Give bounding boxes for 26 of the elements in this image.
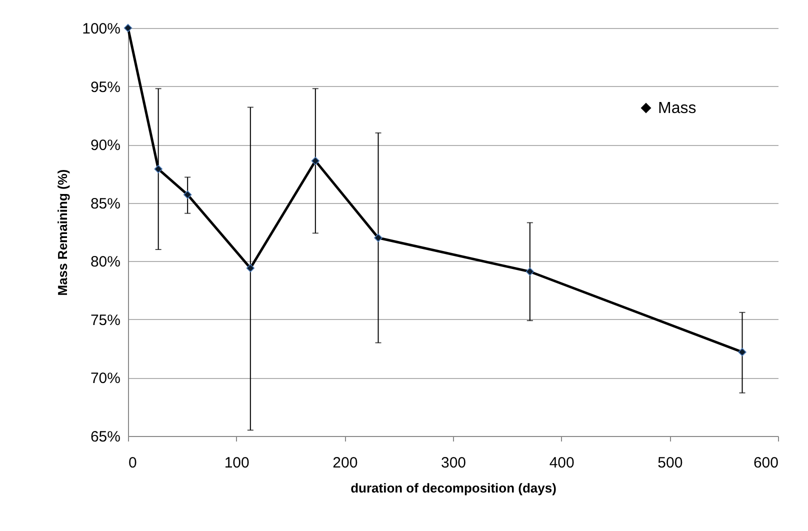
point [183,190,192,199]
x-tick-label: 300 [440,454,466,472]
x-tick-label: 200 [332,454,358,472]
point [246,264,255,272]
y-tick-label: 65% [90,428,120,446]
y-tick-label: 80% [90,254,120,271]
y-tick-label: 85% [90,195,120,212]
x-tick-label: 0 [128,454,137,472]
point [311,156,320,165]
x-axis-title: duration of decomposition (days) [350,480,556,496]
x-tick-label: 100 [224,454,250,472]
point [374,234,382,242]
point [526,268,534,276]
x-tick-label: 400 [549,454,574,472]
x-tick-label: 600 [753,454,778,472]
y-axis-title: Mass Remaining (%) [55,169,70,296]
point [738,348,746,356]
point [124,24,132,32]
legend-label: Mass [658,100,696,117]
y-tick-label: 100% [82,20,120,38]
y-tick-label: 70% [90,370,120,388]
y-tick-label: 75% [90,312,120,329]
point [154,164,162,174]
y-tick-label: 90% [90,137,120,154]
y-tick-label: 95% [90,78,120,96]
x-tick-label: 500 [658,454,683,472]
